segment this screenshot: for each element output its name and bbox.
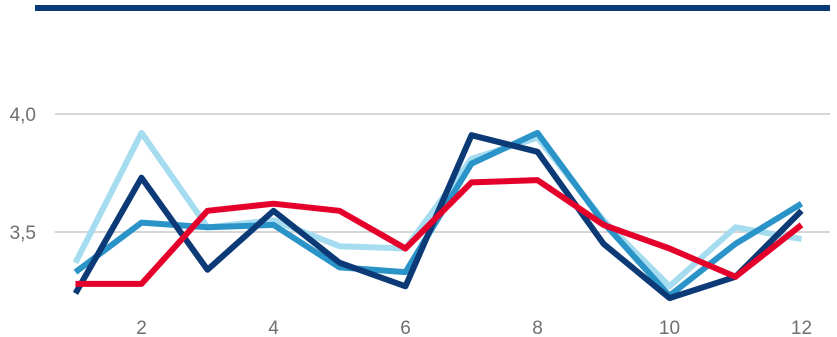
series-lines	[72, 129, 804, 302]
x-tick-label: 8	[532, 318, 543, 337]
gridlines	[55, 113, 830, 233]
y-tick-label: 4,0	[10, 105, 36, 126]
y-axis-ticks: 3,5 4,0	[10, 105, 36, 244]
x-axis-ticks: 2 4 6 8 10 12	[136, 318, 812, 337]
header-bar	[35, 5, 830, 11]
series-line-3	[72, 132, 804, 302]
x-tick-label: 4	[268, 318, 279, 337]
x-tick-label: 12	[791, 318, 812, 337]
x-tick-label: 10	[659, 318, 680, 337]
x-tick-label: 6	[400, 318, 411, 337]
y-tick-label: 3,5	[10, 223, 36, 244]
x-tick-label: 2	[136, 318, 147, 337]
series-line-4	[75, 177, 804, 287]
